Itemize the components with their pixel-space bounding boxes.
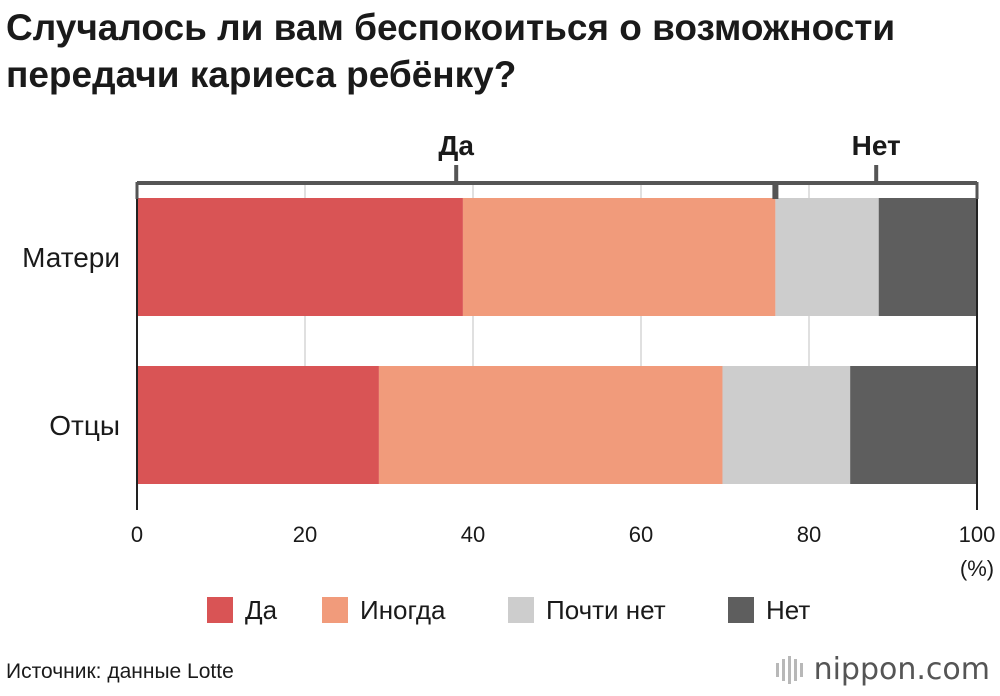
- x-tick-label: 0: [131, 522, 143, 547]
- legend-label: Почти нет: [546, 594, 666, 625]
- x-tick-label: 20: [293, 522, 317, 547]
- bracket-label: Нет: [852, 130, 901, 161]
- bar-segment: [137, 366, 379, 484]
- chart-title: Случалось ли вам беспокоиться о возможно…: [6, 4, 996, 98]
- category-label: Отцы: [49, 410, 120, 441]
- legend-swatch: [207, 597, 233, 623]
- legend-swatch: [728, 597, 754, 623]
- legend-item: Нет: [728, 590, 810, 630]
- bar-segment: [878, 198, 977, 316]
- chart-title-line-1: Случалось ли вам беспокоиться о возможно…: [6, 7, 896, 48]
- bar-segment: [378, 366, 723, 484]
- chart-title-line-2: передачи кариеса ребёнку?: [6, 54, 517, 95]
- brand-logo: nippon.com: [775, 652, 990, 687]
- legend-item: Иногда: [322, 590, 445, 630]
- x-tick-label: 60: [629, 522, 653, 547]
- x-axis-unit: (%): [960, 556, 994, 581]
- x-tick-label: 80: [797, 522, 821, 547]
- source-note: Источник: данные Lotte: [6, 660, 234, 683]
- bar-segment: [137, 198, 463, 316]
- bar-segment: [722, 366, 851, 484]
- legend-label: Да: [245, 594, 278, 625]
- brand-name: nippon.com: [813, 652, 990, 687]
- category-label: Матери: [22, 242, 120, 273]
- bar-segment: [850, 366, 977, 484]
- legend-swatch: [322, 597, 348, 623]
- stacked-bar-chart: Да Нет 0 20 40 60 80 100 (%) Матери Отцы: [22, 130, 996, 581]
- bar-segment: [462, 198, 776, 316]
- x-tick-label: 100: [959, 522, 996, 547]
- x-tick-label: 40: [461, 522, 485, 547]
- legend-item: Да: [207, 590, 277, 630]
- bar-segment: [775, 198, 879, 316]
- bracket-label: Да: [438, 130, 474, 161]
- legend-item: Почти нет: [508, 590, 666, 630]
- legend-label: Иногда: [360, 594, 446, 625]
- legend-swatch: [508, 597, 534, 623]
- legend: Да Иногда Почти нет Нет: [0, 590, 1000, 630]
- legend-label: Нет: [766, 594, 811, 625]
- nippon-logo-icon: [775, 655, 806, 684]
